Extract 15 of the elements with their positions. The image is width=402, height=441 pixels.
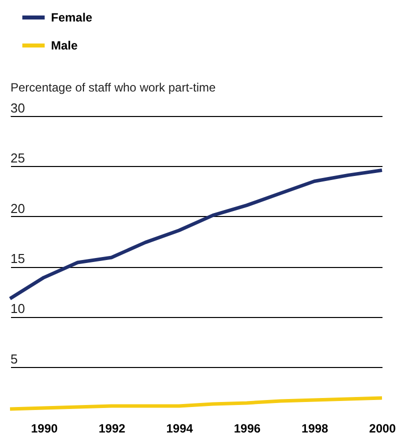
legend-label: Male <box>51 38 78 52</box>
x-tick-label: 1992 <box>98 422 126 436</box>
x-tick-label: 1998 <box>302 422 329 436</box>
x-tick-label: 2000 <box>369 422 396 436</box>
legend-label: Female <box>51 10 93 24</box>
y-tick-label: 20 <box>10 200 25 216</box>
x-tick-label: 1996 <box>234 422 261 436</box>
y-tick-label: 5 <box>10 351 18 366</box>
x-tick-label: 1990 <box>30 422 58 436</box>
y-axis-title: Percentage of staff who work part-time <box>10 80 216 94</box>
y-tick-label: 30 <box>10 100 25 116</box>
y-tick-label: 25 <box>10 150 25 166</box>
y-tick-label: 10 <box>10 301 25 316</box>
y-tick-label: 15 <box>10 251 25 266</box>
x-tick-label: 1994 <box>166 422 194 436</box>
